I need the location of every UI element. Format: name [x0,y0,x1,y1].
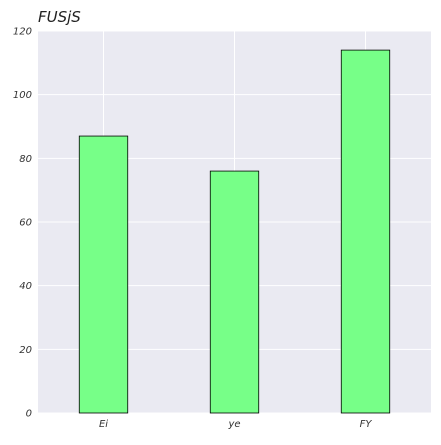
bar [78,135,129,414]
y-tick-label: 120 [13,27,32,38]
y-tick-label: 60 [19,218,32,229]
y-tick-label: 80 [19,154,32,165]
x-tick-label: Ei [99,419,108,430]
y-tick-label: 40 [19,281,32,292]
x-tick-label: FY [360,419,373,430]
x-tick-label: ye [227,419,240,430]
y-tick-label: 0 [26,409,32,420]
y-tick-label: 100 [13,90,32,101]
y-tick-label: 20 [19,345,32,356]
bar [209,170,260,414]
chart-title: FUSjS [38,8,81,26]
bar [340,49,391,414]
